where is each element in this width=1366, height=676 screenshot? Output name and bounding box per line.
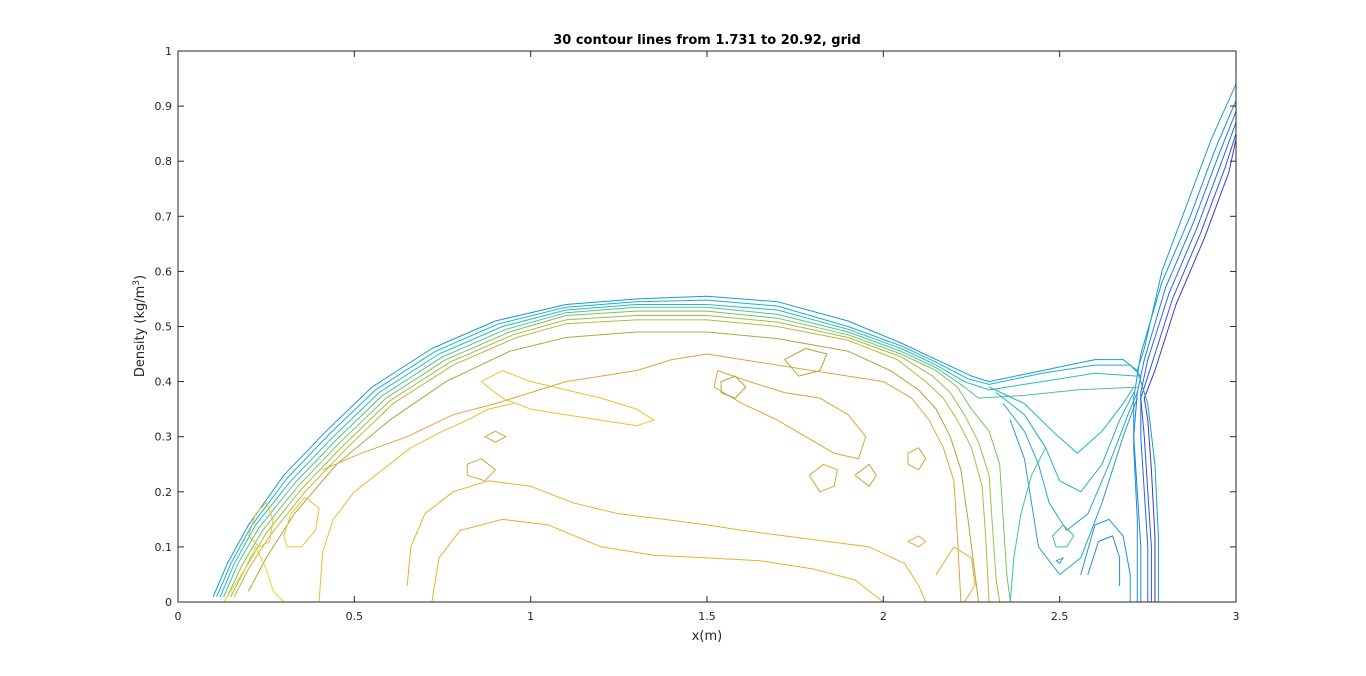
y-axis-ticks: 0 0.1 0.2 0.3 0.4 0.5 0.6 0.7 0.8 0.9 1 [155,45,1236,609]
x-tick-label: 1 [527,610,534,623]
y-tick-label: 0.1 [155,541,173,554]
contour-line-island-d [854,463,877,487]
contour-lines [212,83,1237,603]
contour-line-left-edge-cells-3 [248,502,274,548]
y-axis-label-main: Density (kg/m [133,286,148,377]
y-tick-label: 1 [165,45,172,58]
y-axis-label-close: ) [133,275,148,280]
contour-line-island-g [907,447,927,471]
contour-line-mach-wedge-5 [1009,447,1047,603]
contour-line-shock-vertical-5 [1133,100,1237,603]
x-tick-label: 0.5 [346,610,364,623]
plot-area [177,50,1237,603]
x-tick-label: 2 [880,610,887,623]
contour-line-inner-band-6 [713,370,867,460]
contour-line-left-edge-cells [223,546,285,603]
contour-line-island-i [907,535,927,548]
y-tick-label: 0.3 [155,431,173,444]
contour-line-shock-vertical-6 [1136,83,1237,603]
contour-line-bow-shock-outer [212,295,1138,597]
contour-line-shock-vertical-3 [1140,133,1237,603]
contour-line-mach-wedge-3 [1002,392,1138,531]
y-tick-label: 0.9 [155,100,173,113]
contour-line-island-b [720,375,747,399]
contour-line-island-e [484,430,507,443]
x-axis-label: x(m) [692,629,723,644]
y-tick-label: 0.4 [155,376,173,389]
contour-line-shock-vertical-2 [1140,122,1237,603]
contour-line-left-edge-cells-2 [283,496,320,548]
contour-line-bow-shock-3 [219,304,1138,597]
contour-line-bow-shock-4 [223,306,1138,597]
chart-title: 30 contour lines from 1.731 to 20.92, gr… [553,33,861,48]
y-tick-label: 0.6 [155,265,173,278]
contour-line-mach-loop-3 [1052,524,1075,548]
contour-line-inner-band-3 [431,518,884,603]
contour-line-island-c [808,463,838,493]
x-tick-label: 3 [1233,610,1240,623]
contour-line-inner-band-1 [322,353,962,603]
x-tick-label: 0 [175,610,182,623]
contour-line-shock-vertical-4 [1143,138,1237,603]
contour-line-mach-loop-1 [1080,518,1131,603]
contour-line-mach-dot [1055,557,1064,564]
contour-line-island-a [784,348,828,377]
y-axis-label: Density (kg/m3) [132,275,148,377]
y-tick-label: 0.2 [155,486,173,499]
contour-line-bow-shock-2 [216,299,1142,597]
x-tick-label: 2.5 [1051,610,1069,623]
y-tick-label: 0.7 [155,210,173,223]
y-axis-label-superscript: 3 [132,280,142,286]
contour-line-mach-wedge-4 [1009,397,1138,575]
y-tick-label: 0.8 [155,155,173,168]
contour-line-island-h [935,546,976,603]
contour-line-inner-band-4 [318,403,514,603]
x-tick-label: 1.5 [698,610,716,623]
contour-line-bow-shock-6 [230,315,1001,603]
contour-line-mach-wedge-1 [988,386,1135,454]
y-tick-label: 0.5 [155,321,173,334]
contour-line-shock-vertical-1 [1133,111,1237,603]
contour-line-inner-upper [248,331,980,603]
contour-line-island-f [466,458,496,482]
y-tick-label: 0 [165,596,172,609]
contour-line-inner-band-2 [406,480,927,603]
contour-line-bow-shock-5 [226,310,1011,603]
contour-line-bow-shock-7 [233,319,990,603]
contour-line-mach-loop-2 [1087,535,1121,586]
contour-line-inner-band-5 [480,370,655,427]
contour-line-mach-wedge-2 [995,392,1135,493]
plot-frame-border [177,50,1237,603]
